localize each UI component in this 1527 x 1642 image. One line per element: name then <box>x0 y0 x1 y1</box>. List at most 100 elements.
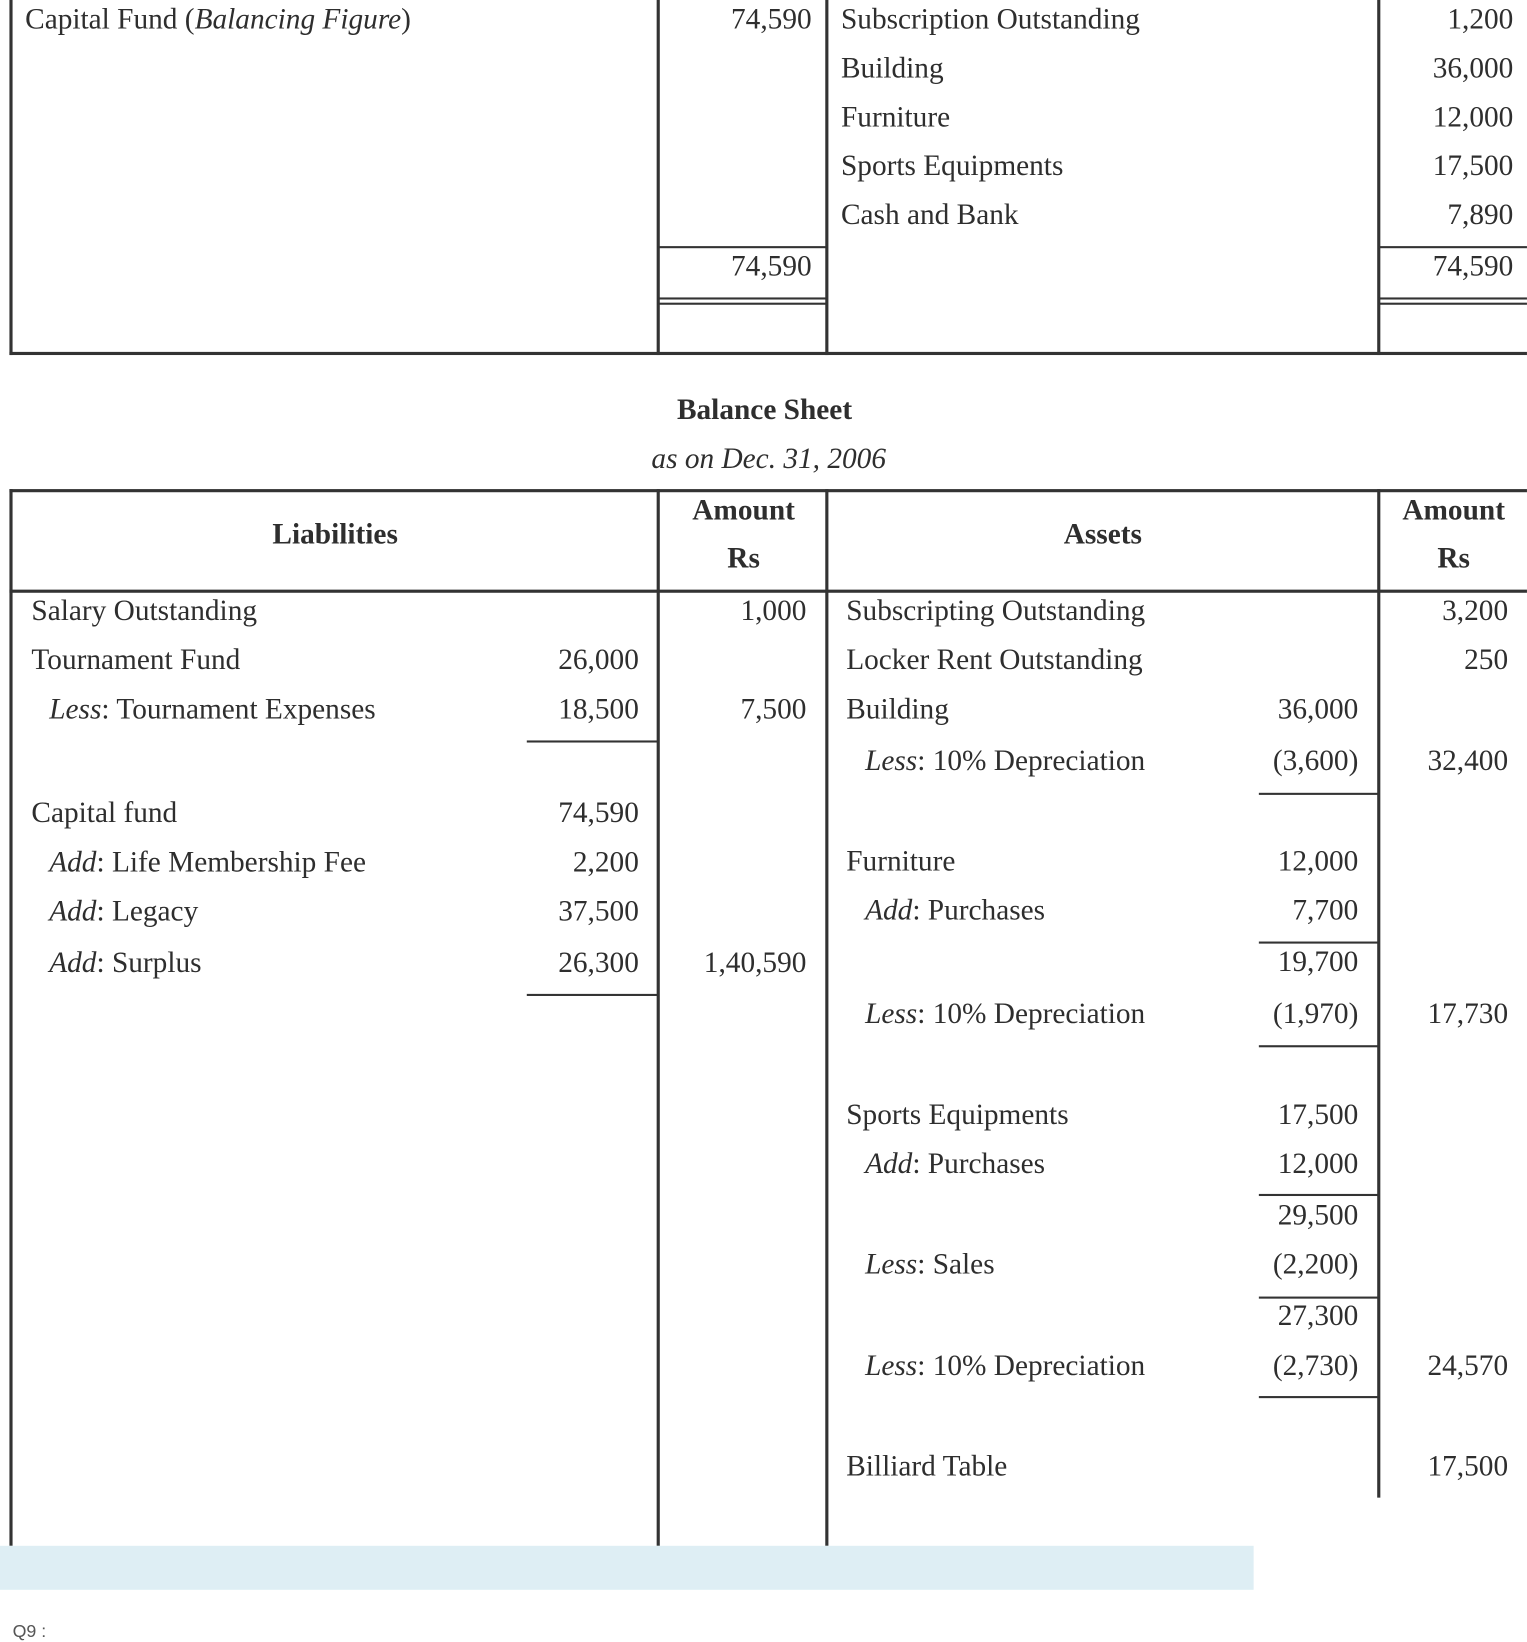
row-prefix: Less <box>865 1349 918 1383</box>
liability-row-label: Add: Life Membership Fee <box>49 846 367 879</box>
asset-amount: 17,500 <box>1427 1450 1509 1483</box>
asset-row-label: Less: 10% Depreciation <box>865 998 1146 1031</box>
asset-label: Sports Equipments <box>840 150 1064 183</box>
liability-row-label: Add: Surplus <box>49 946 202 980</box>
balance-sheet-title: Balance Sheet <box>676 393 853 427</box>
subtotal-rule <box>526 740 658 743</box>
subtotal-rule <box>1258 1193 1379 1197</box>
row-prefix: Add <box>865 894 913 927</box>
header-liabilities: Liabilities <box>272 518 398 551</box>
asset-row-label: Less: Sales <box>865 1248 995 1281</box>
asset-inner-amount: 7,700 <box>1292 894 1359 927</box>
subtotal-rule <box>1258 941 1379 944</box>
asset-amount: 17,500 <box>1432 150 1514 183</box>
rule-line <box>9 0 13 356</box>
balance-sheet-subtitle: as on Dec. 31, 2006 <box>651 443 887 476</box>
liability-amount: 1,000 <box>740 594 807 628</box>
liability-inner-amount: 2,200 <box>572 846 639 879</box>
row-label: 10% Depreciation <box>932 998 1146 1031</box>
asset-label: Cash and Bank <box>840 199 1019 232</box>
asset-inner-amount: 12,000 <box>1277 845 1359 878</box>
row-label: 10% Depreciation <box>932 744 1146 778</box>
asset-inner-amount: (3,600) <box>1272 744 1359 778</box>
row-prefix: Add <box>49 846 97 879</box>
asset-amount: 7,890 <box>1447 199 1514 232</box>
asset-label: Furniture <box>840 101 951 134</box>
asset-row-label: Less: 10% Depreciation <box>865 744 1146 778</box>
question-label: Q9 : <box>12 1621 47 1642</box>
liability-inner-amount: 18,500 <box>558 693 639 726</box>
row-label: Legacy <box>111 895 199 928</box>
double-rule <box>1378 297 1527 300</box>
subtotal-rule <box>1258 1296 1379 1299</box>
header-amount: Amount <box>1402 494 1505 527</box>
subtotal-rule <box>526 993 658 996</box>
asset-row-label: Add: Purchases <box>865 1147 1046 1181</box>
table-bottom-border <box>9 351 1527 356</box>
rule-line <box>825 0 829 356</box>
asset-row-label: Locker Rent Outstanding <box>846 644 1143 677</box>
liability-amount: 1,40,590 <box>703 946 807 980</box>
liability-row-label: Less: Tournament Expenses <box>49 693 376 726</box>
row-prefix: Add <box>865 1147 913 1181</box>
asset-amount: 36,000 <box>1432 52 1514 85</box>
asset-label: Subscription Outstanding <box>840 3 1140 36</box>
rule-line <box>1377 489 1381 1498</box>
row-label: Life Membership Fee <box>111 846 367 879</box>
header-assets: Assets <box>1063 518 1142 551</box>
row-label: Purchases <box>927 1147 1046 1181</box>
asset-inner-amount: 12,000 <box>1277 1147 1359 1181</box>
asset-amount: 250 <box>1464 644 1509 677</box>
rule-line <box>656 489 660 1546</box>
rule-line <box>1377 0 1381 356</box>
highlight-band <box>0 1545 1254 1590</box>
asset-row-label: Subscripting Outstanding <box>846 594 1146 628</box>
row-label: Purchases <box>927 894 1046 927</box>
row-prefix: Less <box>49 693 102 726</box>
row-prefix: Add <box>49 895 97 928</box>
liability-row-label: Tournament Fund <box>31 644 241 677</box>
liability-inner-amount: 26,000 <box>558 644 639 677</box>
liability-amount: 74,590 <box>731 3 812 36</box>
double-rule <box>657 302 827 305</box>
asset-row-label: Add: Purchases <box>865 894 1046 927</box>
liability-inner-amount: 37,500 <box>558 895 639 928</box>
total-rule <box>1378 246 1527 249</box>
asset-inner-amount: (2,200) <box>1272 1248 1359 1281</box>
asset-inner-amount: (1,970) <box>1272 998 1359 1031</box>
assets-total: 74,590 <box>1432 250 1514 283</box>
asset-inner-amount: 19,700 <box>1277 945 1359 979</box>
row-label: Sales <box>932 1248 995 1281</box>
liability-inner-amount: 74,590 <box>558 796 639 830</box>
total-rule <box>657 246 827 249</box>
subtotal-rule <box>1258 792 1379 795</box>
header-amount: Amount <box>692 494 795 527</box>
asset-amount: 12,000 <box>1432 101 1514 134</box>
asset-row-label: Furniture <box>846 845 956 878</box>
asset-amount: 17,730 <box>1427 998 1509 1031</box>
row-label: Tournament Expenses <box>116 693 376 726</box>
row-prefix: Less <box>865 998 918 1031</box>
header-currency: Rs <box>727 542 760 575</box>
asset-inner-amount: 29,500 <box>1277 1199 1359 1232</box>
asset-row-label: Billiard Table <box>846 1450 1008 1483</box>
table-top-border <box>9 489 1527 493</box>
row-prefix: Add <box>49 946 97 980</box>
liability-row-label: Salary Outstanding <box>31 594 258 628</box>
asset-row-label: Building <box>846 693 949 726</box>
liabilities-total: 74,590 <box>731 250 812 283</box>
asset-amount: 1,200 <box>1447 3 1514 36</box>
asset-row-label: Sports Equipments <box>846 1098 1069 1132</box>
liability-row-label: Capital fund <box>31 796 178 830</box>
liability-inner-amount: 26,300 <box>558 946 639 980</box>
asset-label: Building <box>840 52 944 85</box>
asset-amount: 24,570 <box>1427 1349 1509 1383</box>
rule-line <box>656 0 660 356</box>
asset-amount: 32,400 <box>1427 744 1509 778</box>
row-prefix: Less <box>865 1248 918 1281</box>
asset-row-label: Less: 10% Depreciation <box>865 1349 1146 1383</box>
row-label: 10% Depreciation <box>932 1349 1146 1383</box>
asset-inner-amount: 17,500 <box>1277 1098 1359 1132</box>
header-currency: Rs <box>1437 542 1470 575</box>
